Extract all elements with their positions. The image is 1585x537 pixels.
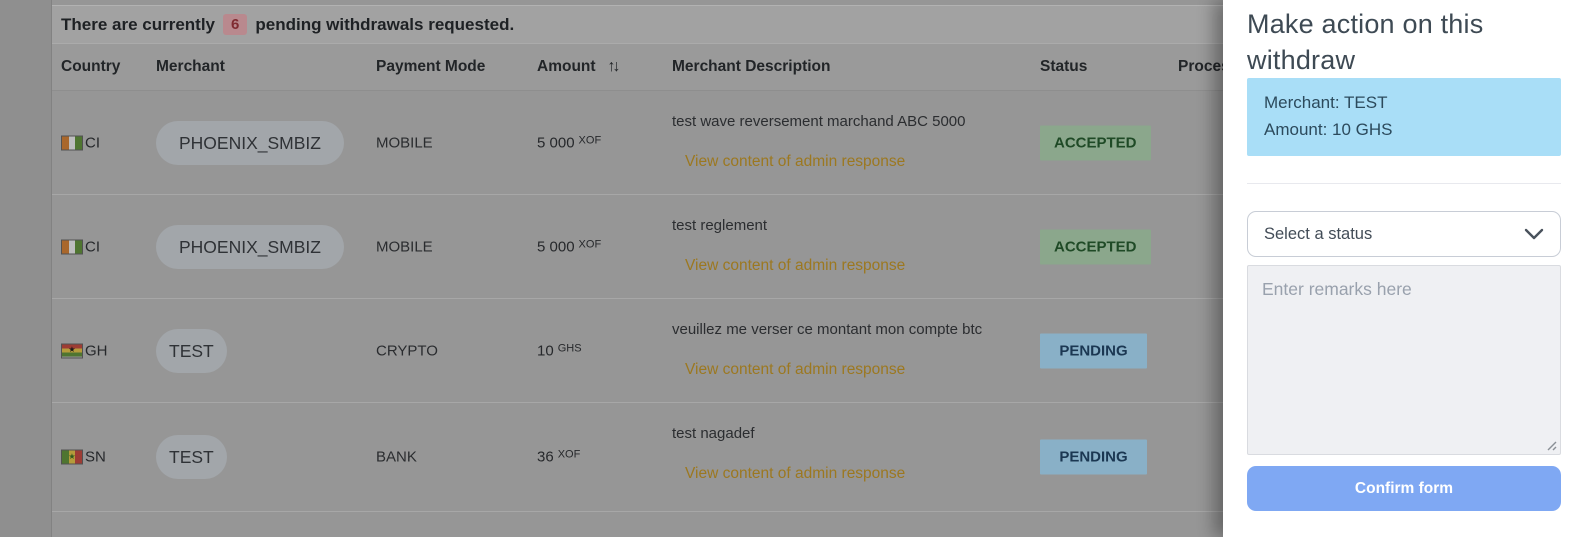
- view-admin-response-link[interactable]: View content of admin response: [685, 465, 906, 482]
- divider: [1247, 183, 1561, 184]
- status-badge: PENDING: [1040, 439, 1147, 475]
- confirm-form-button[interactable]: Confirm form: [1247, 466, 1561, 511]
- amount-cell: 36 XOF: [537, 449, 580, 466]
- currency-code: GHS: [557, 342, 582, 354]
- merchant-pill: PHOENIX_SMBIZ: [156, 120, 344, 165]
- sort-arrows-icon[interactable]: ↑↓: [607, 58, 621, 75]
- column-header-process: Proces: [1178, 58, 1230, 75]
- info-merchant-line: Merchant: TEST: [1264, 93, 1388, 112]
- amount-value: 10: [537, 342, 554, 359]
- payment-mode-cell: MOBILE: [376, 238, 433, 255]
- country-code: CI: [85, 238, 100, 255]
- country-code: GH: [85, 342, 108, 359]
- merchant-cell: PHOENIX_SMBIZ: [156, 224, 344, 269]
- currency-code: XOF: [578, 134, 602, 146]
- make-action-drawer: Make action on this withdraw Merchant: T…: [1223, 0, 1585, 537]
- status-select-value: Select a status: [1264, 224, 1373, 243]
- amount-cell: 5 000 XOF: [537, 134, 601, 151]
- status-cell: PENDING: [1040, 439, 1147, 475]
- payment-mode-cell: CRYPTO: [376, 342, 438, 359]
- country-cell: CI: [61, 134, 100, 151]
- merchant-cell: TEST: [156, 328, 227, 373]
- column-header-country: Country: [61, 58, 121, 75]
- payment-mode-cell: MOBILE: [376, 134, 433, 151]
- drawer-title: Make action on this withdraw: [1247, 9, 1484, 76]
- merchant-pill: PHOENIX_SMBIZ: [156, 224, 344, 269]
- status-cell: PENDING: [1040, 333, 1147, 368]
- country-code: CI: [85, 134, 100, 151]
- merchant-cell: PHOENIX_SMBIZ: [156, 120, 344, 165]
- status-cell: ACCEPTED: [1040, 229, 1151, 264]
- description-text: veuillez me verser ce montant mon compte…: [672, 321, 983, 338]
- view-admin-response-link[interactable]: View content of admin response: [685, 361, 906, 378]
- status-badge: ACCEPTED: [1040, 229, 1151, 264]
- country-code: SN: [85, 448, 106, 466]
- payment-mode-cell: BANK: [376, 448, 417, 466]
- table-row[interactable]: ★ SN TEST BANK 36 XOF test nagadef View c…: [52, 403, 1585, 512]
- country-cell: CI: [61, 238, 100, 255]
- table-row[interactable]: CI PHOENIX_SMBIZ MOBILE 5 000 XOF test re…: [52, 195, 1585, 299]
- status-select[interactable]: Select a status: [1247, 211, 1561, 257]
- table-body: CI PHOENIX_SMBIZ MOBILE 5 000 XOF test wa…: [52, 91, 1585, 512]
- amount-value: 5 000: [537, 238, 575, 255]
- column-header-amount: Amount ↑↓: [537, 58, 621, 76]
- flag-ci-icon: [61, 239, 83, 254]
- flag-sn-icon: ★: [61, 449, 83, 465]
- view-admin-response-link[interactable]: View content of admin response: [685, 257, 906, 274]
- resize-handle-icon[interactable]: [1545, 439, 1557, 451]
- merchant-pill: TEST: [156, 435, 227, 479]
- merchant-pill: TEST: [156, 328, 227, 373]
- remarks-field-wrapper: [1247, 265, 1561, 455]
- column-header-description: Merchant Description: [672, 58, 831, 75]
- description-text: test reglement: [672, 217, 768, 234]
- table-row[interactable]: CI PHOENIX_SMBIZ MOBILE 5 000 XOF test wa…: [52, 91, 1585, 195]
- column-header-merchant: Merchant: [156, 58, 225, 75]
- banner-suffix: pending withdrawals requested.: [255, 14, 515, 34]
- column-header-status: Status: [1040, 58, 1088, 75]
- country-cell: ★ SN: [61, 449, 106, 466]
- flag-gh-icon: ★: [61, 343, 83, 358]
- withdraw-info-box: Merchant: TEST Amount: 10 GHS: [1247, 78, 1561, 156]
- pending-count-badge: 6: [223, 14, 248, 35]
- currency-code: XOF: [578, 238, 602, 250]
- description-text: test wave reversement marchand ABC 5000: [672, 113, 966, 130]
- view-admin-response-link[interactable]: View content of admin response: [685, 153, 906, 170]
- status-cell: ACCEPTED: [1040, 125, 1151, 160]
- amount-header-label: Amount: [537, 58, 596, 75]
- status-badge: PENDING: [1040, 333, 1147, 368]
- chevron-down-icon: [1524, 228, 1544, 240]
- amount-cell: 10 GHS: [537, 342, 582, 359]
- amount-value: 5 000: [537, 134, 575, 151]
- flag-ci-icon: [61, 135, 83, 150]
- table-row[interactable]: ★ GH TEST CRYPTO 10 GHS veuillez me verse…: [52, 299, 1585, 403]
- remarks-textarea[interactable]: [1248, 266, 1560, 454]
- description-text: test nagadef: [672, 425, 755, 442]
- amount-cell: 5 000 XOF: [537, 238, 601, 255]
- info-amount-line: Amount: 10 GHS: [1264, 120, 1393, 140]
- country-cell: ★ GH: [61, 342, 108, 359]
- amount-value: 36: [537, 448, 554, 466]
- column-header-payment-mode: Payment Mode: [376, 58, 486, 75]
- banner-prefix: There are currently: [61, 14, 216, 34]
- status-badge: ACCEPTED: [1040, 125, 1151, 160]
- currency-code: XOF: [557, 448, 581, 461]
- merchant-cell: TEST: [156, 435, 227, 479]
